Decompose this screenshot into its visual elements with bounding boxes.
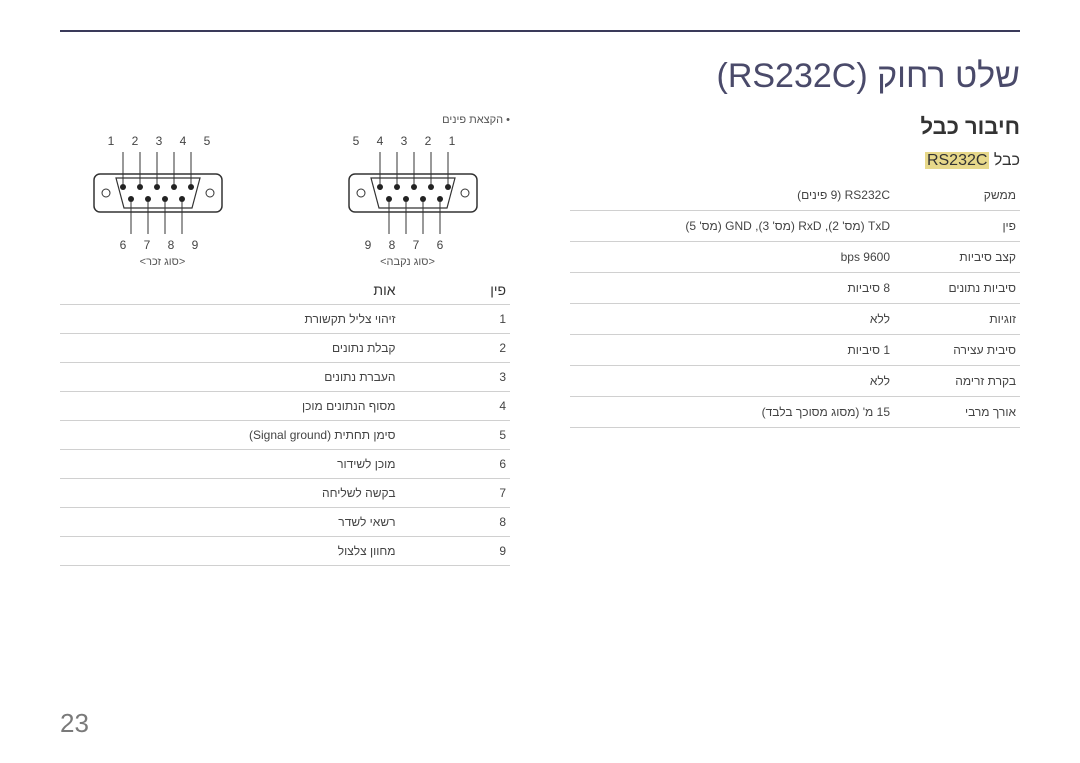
pin-number: 6 bbox=[396, 457, 507, 471]
pinout-column: הקצאת פינים 1 2 3 4 5 6 7 8 9 <סוג זכר> … bbox=[60, 114, 510, 566]
pin-number: 3 bbox=[396, 370, 507, 384]
spec-value: 15 מ' (מסוג מסוכך בלבד) bbox=[570, 397, 894, 428]
spec-label: סיביות נתונים bbox=[894, 273, 1020, 304]
pin-header-signal: אות bbox=[64, 282, 396, 298]
pin-signal: קבלת נתונים bbox=[64, 341, 396, 355]
pin-row: 6 מוכן לשידור bbox=[60, 450, 510, 479]
connector-top-pins: 5 4 3 2 1 bbox=[333, 134, 483, 148]
spec-row: סיבית עצירה1 סיביות bbox=[570, 335, 1020, 366]
spec-label: קצב סיביות bbox=[894, 242, 1020, 273]
connector-label: <סוג זכר> bbox=[88, 256, 238, 268]
pin-signal: זיהוי צליל תקשורת bbox=[64, 312, 396, 326]
spec-label: פין bbox=[894, 211, 1020, 242]
connector-label: <סוג נקבה> bbox=[333, 256, 483, 268]
pin-table-header: פין אות bbox=[60, 276, 510, 305]
spec-value: ללא bbox=[570, 366, 894, 397]
pin-row: 9 מחוון צלצול bbox=[60, 537, 510, 566]
pin-signal: מחוון צלצול bbox=[64, 544, 396, 558]
spec-row: בקרת זרימהללא bbox=[570, 366, 1020, 397]
pin-row: 3 העברת נתונים bbox=[60, 363, 510, 392]
pin-number: 1 bbox=[396, 312, 507, 326]
section-title: חיבור כבל bbox=[570, 114, 1020, 140]
spec-row: ממשקRS232C (9 פינים) bbox=[570, 180, 1020, 211]
pin-row: 7 בקשה לשליחה bbox=[60, 479, 510, 508]
spec-value: 8 סיביות bbox=[570, 273, 894, 304]
pin-row: 4 מסוף הנתונים מוכן bbox=[60, 392, 510, 421]
top-rule bbox=[60, 30, 1020, 32]
pin-number: 2 bbox=[396, 341, 507, 355]
pin-table-body: 1 זיהוי צליל תקשורת 2 קבלת נתונים 3 העבר… bbox=[60, 305, 510, 566]
spec-row: סיביות נתונים8 סיביות bbox=[570, 273, 1020, 304]
page-number: 23 bbox=[60, 708, 89, 739]
connector-top-pins: 1 2 3 4 5 bbox=[88, 134, 238, 148]
spec-label: ממשק bbox=[894, 180, 1020, 211]
connector-bottom-pins: 6 7 8 9 bbox=[88, 238, 238, 252]
pin-signal: סימן תחתית (Signal ground) bbox=[64, 428, 396, 442]
spec-value: 1 סיביות bbox=[570, 335, 894, 366]
pin-header-pin: פין bbox=[396, 282, 507, 298]
spec-label: סיבית עצירה bbox=[894, 335, 1020, 366]
spec-table: ממשקRS232C (9 פינים)פיןTxD (מס' 2), RxD … bbox=[570, 180, 1020, 428]
pin-signal: העברת נתונים bbox=[64, 370, 396, 384]
pin-signal: מוכן לשידור bbox=[64, 457, 396, 471]
cable-label-prefix: כבל bbox=[994, 152, 1020, 169]
pin-number: 7 bbox=[396, 486, 507, 500]
pin-row: 2 קבלת נתונים bbox=[60, 334, 510, 363]
pin-signal: רשאי לשדר bbox=[64, 515, 396, 529]
connector-bottom-pins: 9 8 7 6 bbox=[333, 238, 483, 252]
spec-label: בקרת זרימה bbox=[894, 366, 1020, 397]
pin-signal: בקשה לשליחה bbox=[64, 486, 396, 500]
spec-row: קצב סיביות9600 bps bbox=[570, 242, 1020, 273]
pin-number: 8 bbox=[396, 515, 507, 529]
connector-diagrams: 1 2 3 4 5 6 7 8 9 <סוג זכר> 5 4 3 2 1 9 … bbox=[60, 134, 510, 268]
spec-row: אורך מרבי15 מ' (מסוג מסוכך בלבד) bbox=[570, 397, 1020, 428]
spec-label: אורך מרבי bbox=[894, 397, 1020, 428]
spec-value: ללא bbox=[570, 304, 894, 335]
pin-number: 5 bbox=[396, 428, 507, 442]
connector-block: 5 4 3 2 1 9 8 7 6 <סוג נקבה> bbox=[333, 134, 483, 268]
pin-assignment-note: הקצאת פינים bbox=[60, 114, 510, 126]
spec-value: RS232C (9 פינים) bbox=[570, 180, 894, 211]
spec-value: 9600 bps bbox=[570, 242, 894, 273]
pin-row: 8 רשאי לשדר bbox=[60, 508, 510, 537]
pin-number: 4 bbox=[396, 399, 507, 413]
cable-label-model: RS232C bbox=[925, 152, 989, 169]
spec-row: זוגיותללא bbox=[570, 304, 1020, 335]
pin-number: 9 bbox=[396, 544, 507, 558]
spec-label: זוגיות bbox=[894, 304, 1020, 335]
pin-row: 1 זיהוי צליל תקשורת bbox=[60, 305, 510, 334]
spec-value: TxD (מס' 2), RxD (מס' 3), GND (מס' 5) bbox=[570, 211, 894, 242]
connector-block: 1 2 3 4 5 6 7 8 9 <סוג זכר> bbox=[88, 134, 238, 268]
cable-title: כבל RS232C bbox=[570, 152, 1020, 170]
page-title: שלט רחוק (RS232C) bbox=[60, 57, 1020, 96]
pin-row: 5 סימן תחתית (Signal ground) bbox=[60, 421, 510, 450]
pin-signal: מסוף הנתונים מוכן bbox=[64, 399, 396, 413]
spec-row: פיןTxD (מס' 2), RxD (מס' 3), GND (מס' 5) bbox=[570, 211, 1020, 242]
spec-column: חיבור כבל כבל RS232C ממשקRS232C (9 פינים… bbox=[570, 114, 1020, 566]
